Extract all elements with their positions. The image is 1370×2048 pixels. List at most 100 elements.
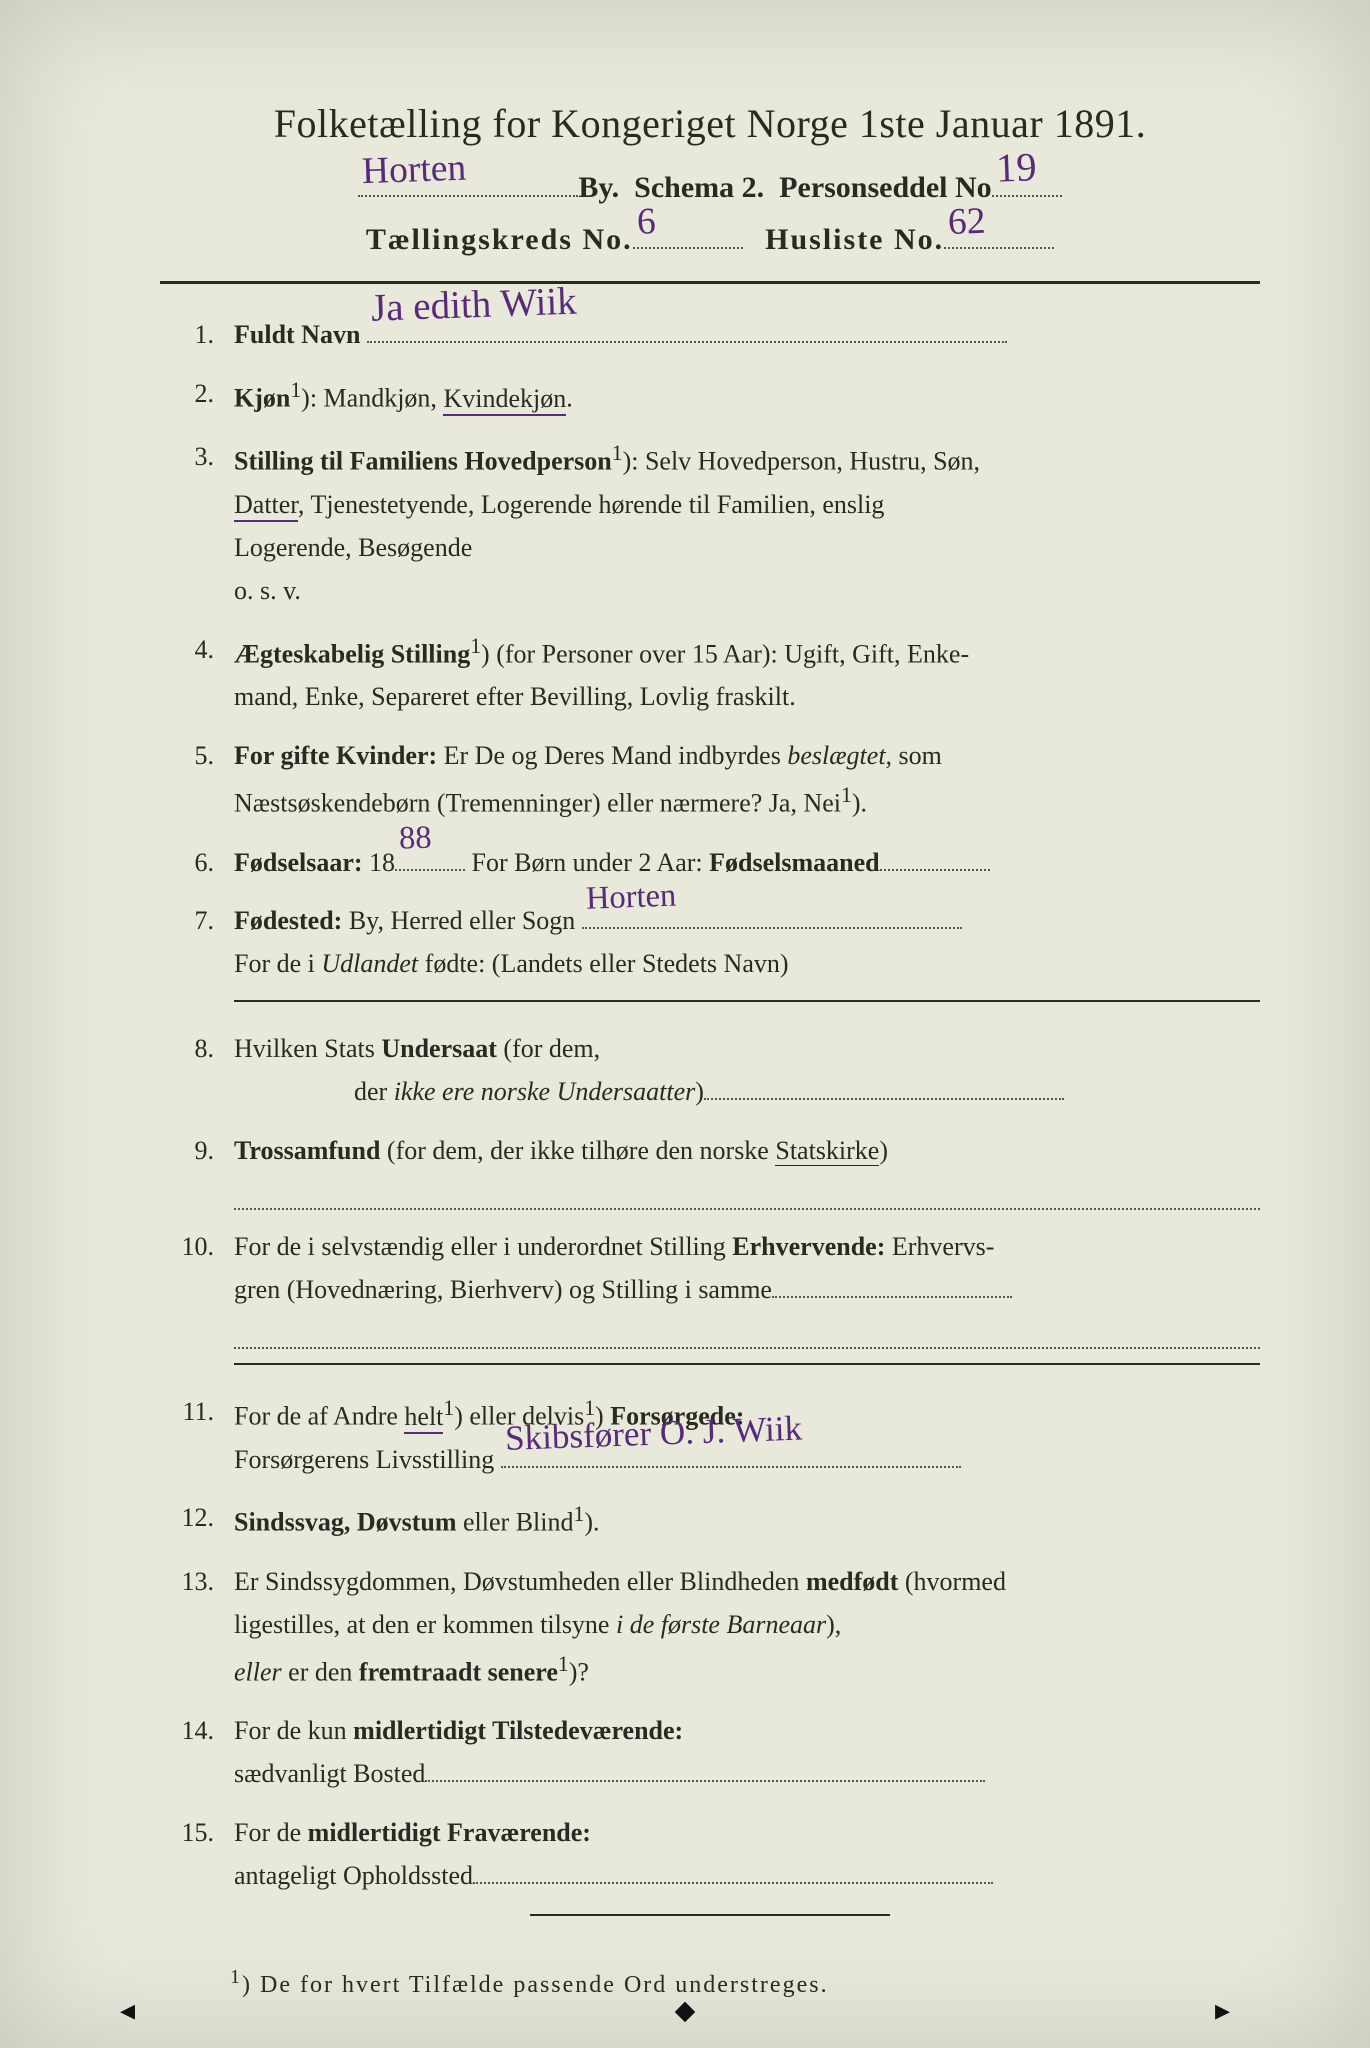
q9-field [234, 1179, 1260, 1210]
q7-cont1: For de i Udlandet fødte: (Landets eller … [234, 943, 1260, 986]
q7-label: Fødested: [234, 906, 342, 935]
q3-cont1: Datter, Tjenestetyende, Logerende hørend… [234, 484, 1260, 527]
husliste-field: 62 [944, 219, 1054, 249]
main-title: Folketælling for Kongeriget Norge 1ste J… [160, 100, 1260, 147]
q8-cont1-post: ) [695, 1077, 704, 1106]
q7-cont1-pre: For de i [234, 949, 321, 978]
q11: For de af Andre helt1) eller delvis1) Fo… [160, 1391, 1260, 1481]
personseddel-field: 19 [992, 167, 1062, 197]
q2-sup: 1 [290, 378, 301, 402]
q6: Fødselsaar: 1888 For Børn under 2 Aar: F… [160, 842, 1260, 885]
q5-rest: Er De og Deres Mand indbyrdes [437, 741, 787, 770]
q8-field [704, 1074, 1064, 1100]
q5-italic: beslægtet, [787, 741, 892, 770]
q11-cont1-label: Forsørgerens Livsstilling [234, 1445, 494, 1474]
q15: For de midlertidigt Fraværende: antageli… [160, 1812, 1260, 1898]
city-value: Horten [362, 147, 468, 194]
q9-statskirke: Statskirke [775, 1136, 879, 1166]
q15-bold1: midlertidigt Fraværende: [308, 1818, 591, 1847]
q13-line1a: Er Sindssygdommen, Døvstumheden eller Bl… [234, 1567, 806, 1596]
q4-label: Ægteskabelig Stilling [234, 639, 470, 668]
q15-line1a: For de [234, 1818, 308, 1847]
q10-bold1: Erhvervende: [732, 1232, 885, 1261]
q13-cont2a: er den [282, 1657, 359, 1686]
q4: Ægteskabelig Stilling1) (for Personer ov… [160, 629, 1260, 719]
q14-line1a: For de kun [234, 1716, 353, 1745]
q9-rest: (for dem, der ikke tilhøre den norske [380, 1136, 775, 1165]
q3: Stilling til Familiens Hovedperson1): Se… [160, 436, 1260, 612]
divider-bottom [530, 1914, 890, 1916]
q12-sup: 1 [574, 1502, 585, 1526]
kreds-field: 6 [633, 219, 743, 249]
q3-rest: ): Selv Hovedperson, Hustru, Søn, [623, 447, 980, 476]
q6-year-field: 88 [395, 845, 465, 871]
q10-cont1: gren (Hovednæring, Bierhverv) og Stillin… [234, 1269, 1260, 1312]
q12-rest: eller Blind [457, 1508, 574, 1537]
q13-cont1b: ), [826, 1610, 841, 1639]
q13-cont2-sup: 1 [558, 1652, 569, 1676]
q11-cont1: Forsørgerens Livsstilling Skibsfører O. … [234, 1439, 1260, 1482]
q11-line1a: For de af Andre [234, 1402, 404, 1431]
q3-sup: 1 [612, 441, 623, 465]
city-label: By. [578, 171, 619, 205]
q13-cont2: eller er den fremtraadt senere1)? [234, 1647, 1260, 1695]
q11-sup1: 1 [443, 1396, 454, 1420]
q6-label2: Fødselsmaaned [709, 848, 879, 877]
q12: Sindssvag, Døvstum eller Blind1). [160, 1497, 1260, 1545]
q11-value: Skibsfører O. J. Wiik [504, 1399, 803, 1467]
q12-tail: ). [584, 1508, 599, 1537]
kreds-label: Tællingskreds No. [366, 223, 633, 257]
q10: For de i selvstændig eller i underordnet… [160, 1226, 1260, 1365]
q14-bold1: midlertidigt Tilstedeværende: [353, 1716, 683, 1745]
q7-rest: By, Herred eller Sogn [342, 906, 575, 935]
q2-underlined: Kvindekjøn [443, 384, 566, 416]
q1-value: Ja edith Wiik [370, 269, 578, 340]
q14-cont1: sædvanligt Bosted [234, 1753, 1260, 1796]
q2-rest: ): Mandkjøn, [301, 384, 443, 413]
q6-month-field [880, 845, 990, 871]
q13-cont2b: )? [569, 1657, 589, 1686]
q6-year-prefix: 18 [363, 848, 396, 877]
q8-cont1-pre: der [354, 1077, 394, 1106]
q8-cont1-it: ikke ere norske Undersaatter [394, 1077, 696, 1106]
q1-label: Fuldt Navn [234, 320, 360, 349]
husliste-label: Husliste No. [765, 223, 944, 257]
q13-bold1: medfødt [806, 1567, 898, 1596]
q14-field [425, 1756, 985, 1782]
q1-field: Ja edith Wiik [367, 317, 1007, 343]
q8-bold1: Undersaat [381, 1034, 497, 1063]
footnote-text: ) De for hvert Tilfælde passende Ord und… [242, 1972, 829, 1998]
binding-mark-right: ▸ [1215, 1993, 1230, 2028]
header-block: Folketælling for Kongeriget Norge 1ste J… [160, 100, 1260, 257]
q6-label: Fødselsaar: [234, 848, 363, 877]
q3-label: Stilling til Familiens Hovedperson [234, 447, 612, 476]
q7-cont1-it: Udlandet [321, 949, 418, 978]
q1: Fuldt Navn Ja edith Wiik [160, 314, 1260, 357]
q5: For gifte Kvinder: Er De og Deres Mand i… [160, 735, 1260, 825]
binding-mark-center: ⬥ [675, 1994, 696, 2028]
q13-line1b: (hvormed [898, 1567, 1006, 1596]
q5-cont1-tail: ). [852, 789, 867, 818]
q5-cont1-sup: 1 [841, 783, 852, 807]
q7: Fødested: By, Herred eller Sogn Horten F… [160, 900, 1260, 1002]
q3-underlined: Datter [234, 490, 298, 522]
q10-line1b: Erhvervs- [885, 1232, 994, 1261]
q3-cont2: Logerende, Besøgende [234, 527, 1260, 570]
footnote-sup: 1 [230, 1966, 242, 1988]
divider-top [160, 281, 1260, 284]
q13: Er Sindssygdommen, Døvstumheden eller Bl… [160, 1561, 1260, 1694]
q15-cont1-text: antageligt Opholdssted [234, 1861, 473, 1890]
q13-cont2-it: eller [234, 1657, 282, 1686]
q8-cont1: der ikke ere norske Undersaatter) [234, 1071, 1260, 1114]
q10-field2 [234, 1318, 1260, 1349]
q5-cont1: Næstsøskendebørn (Tremenninger) eller næ… [234, 778, 1260, 826]
kreds-value: 6 [636, 200, 656, 244]
q14: For de kun midlertidigt Tilstedeværende:… [160, 1710, 1260, 1796]
q15-field [473, 1858, 993, 1884]
footnote: 1) De for hvert Tilfælde passende Ord un… [160, 1966, 1260, 1999]
header-line-2: Horten By. Schema 2. Personseddel No 19 [160, 167, 1260, 205]
q10-field1 [772, 1272, 1012, 1298]
q3-cont3: o. s. v. [234, 570, 1260, 613]
q4-rest: ) (for Personer over 15 Aar): Ugift, Gif… [481, 639, 969, 668]
q7-value: Horten [585, 869, 677, 926]
